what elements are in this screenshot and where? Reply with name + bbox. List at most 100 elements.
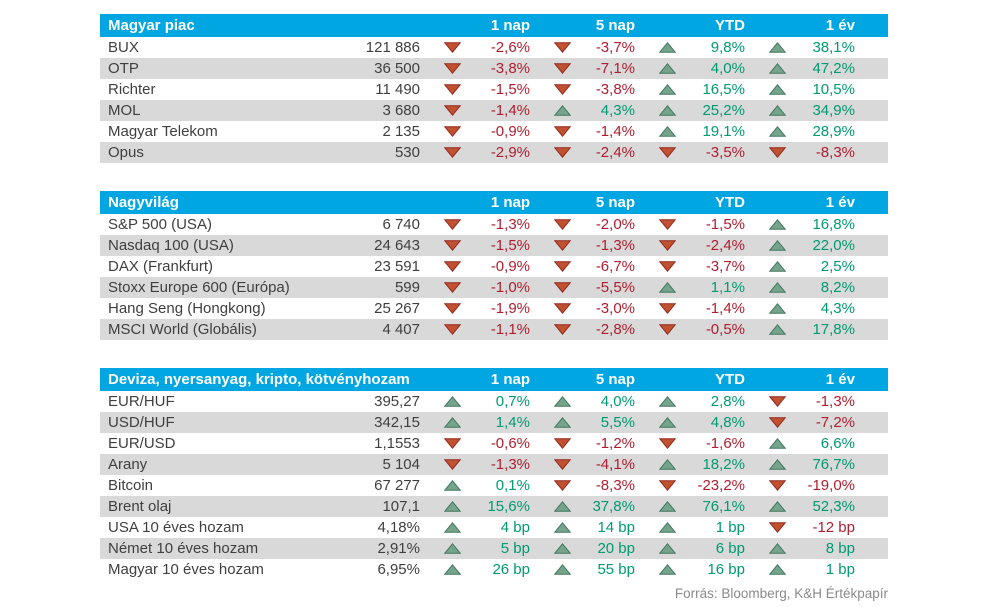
up-triangle-icon	[659, 396, 676, 407]
table-row: USA 10 éves hozam 4,18% 4 bp 14 bp 1 bp -12 b…	[100, 517, 888, 538]
up-triangle-icon	[769, 240, 786, 251]
column-header-1-nap: 1 nap	[490, 194, 530, 211]
change-cell: -23,2%	[635, 475, 745, 496]
column-header-5-nap: 5 nap	[595, 194, 635, 211]
change-cell: -2,0%	[530, 214, 635, 235]
instrument-name: Nasdaq 100 (USA)	[108, 237, 234, 254]
change-value: 38,1%	[812, 39, 855, 56]
up-triangle-icon	[659, 501, 676, 512]
change-cell: 16 bp	[635, 559, 745, 580]
change-value: 47,2%	[812, 60, 855, 77]
change-value: -1,4%	[705, 300, 745, 317]
instrument-value: 3 680	[382, 102, 420, 119]
down-triangle-icon	[659, 438, 676, 449]
instrument-name: USA 10 éves hozam	[108, 519, 244, 536]
up-triangle-icon	[444, 417, 461, 428]
instrument-name: EUR/USD	[108, 435, 176, 452]
instrument-value: 24 643	[374, 237, 420, 254]
section-header: Nagyvilág 1 nap 5 nap YTD 1 év	[100, 191, 888, 214]
change-cell: 5 bp	[420, 538, 530, 559]
change-cell: -0,9%	[420, 256, 530, 277]
instrument-value: 11 490	[375, 81, 420, 98]
change-value: 20 bp	[597, 540, 635, 557]
change-value: -1,5%	[490, 237, 530, 254]
change-value: 5,5%	[600, 414, 635, 431]
change-cell: 6,6%	[745, 433, 855, 454]
change-cell: 26 bp	[420, 559, 530, 580]
down-triangle-icon	[554, 459, 571, 470]
instrument-value: 4,18%	[377, 519, 420, 536]
up-triangle-icon	[769, 303, 786, 314]
market-report: Magyar piac 1 nap 5 nap YTD 1 év BUX 121 886 -2…	[100, 14, 888, 601]
table-row: Opus 530 -2,9% -2,4% -3,5% -8,3%	[100, 142, 888, 163]
down-triangle-icon	[769, 522, 786, 533]
change-cell: -2,9%	[420, 142, 530, 163]
change-value: 1 bp	[825, 561, 855, 578]
change-value: -3,8%	[490, 60, 530, 77]
change-value: -2,8%	[595, 321, 635, 338]
change-cell: -7,1%	[530, 58, 635, 79]
change-value: -1,3%	[595, 237, 635, 254]
change-value: -0,9%	[490, 258, 530, 275]
down-triangle-icon	[554, 84, 571, 95]
change-value: 4,0%	[600, 393, 635, 410]
section-title: Deviza, nyersanyag, kripto, kötvényhozam	[108, 371, 410, 388]
change-cell: 8,2%	[745, 277, 855, 298]
up-triangle-icon	[554, 564, 571, 575]
instrument-value: 107,1	[382, 498, 420, 515]
change-value: -1,1%	[490, 321, 530, 338]
table-row: Richter 11 490 -1,5% -3,8% 16,5% 10,5%	[100, 79, 888, 100]
down-triangle-icon	[659, 147, 676, 158]
change-cell: -2,4%	[530, 142, 635, 163]
change-value: -0,5%	[705, 321, 745, 338]
down-triangle-icon	[554, 303, 571, 314]
table-row: Hang Seng (Hongkong) 25 267 -1,9% -3,0% -1,4…	[100, 298, 888, 319]
up-triangle-icon	[554, 501, 571, 512]
change-cell: -0,6%	[420, 433, 530, 454]
instrument-name: Arany	[108, 456, 148, 473]
down-triangle-icon	[769, 417, 786, 428]
column-header-5-nap: 5 nap	[595, 371, 635, 388]
change-value: -4,1%	[595, 456, 635, 473]
change-value: 76,7%	[812, 456, 855, 473]
change-cell: 4,0%	[530, 391, 635, 412]
change-value: -7,2%	[815, 414, 855, 431]
change-cell: 1 bp	[745, 559, 855, 580]
change-cell: 28,9%	[745, 121, 855, 142]
change-cell: -1,0%	[420, 277, 530, 298]
change-cell: -8,3%	[530, 475, 635, 496]
instrument-value: 23 591	[374, 258, 420, 275]
change-value: -0,9%	[490, 123, 530, 140]
change-value: -2,6%	[490, 39, 530, 56]
instrument-name: Magyar Telekom	[108, 123, 218, 140]
change-value: 5 bp	[500, 540, 530, 557]
down-triangle-icon	[444, 303, 461, 314]
change-cell: -1,3%	[420, 214, 530, 235]
change-value: 14 bp	[597, 519, 635, 536]
change-cell: -5,5%	[530, 277, 635, 298]
up-triangle-icon	[769, 84, 786, 95]
table-row: MOL 3 680 -1,4% 4,3% 25,2% 34,9%	[100, 100, 888, 121]
change-value: 8 bp	[825, 540, 855, 557]
change-value: 16 bp	[707, 561, 745, 578]
down-triangle-icon	[659, 240, 676, 251]
change-value: 28,9%	[812, 123, 855, 140]
up-triangle-icon	[659, 522, 676, 533]
table-row: EUR/USD 1,1553 -0,6% -1,2% -1,6% 6,6%	[100, 433, 888, 454]
change-cell: 37,8%	[530, 496, 635, 517]
section-2: Nagyvilág 1 nap 5 nap YTD 1 év S&P 500 (USA) 6…	[100, 191, 888, 340]
up-triangle-icon	[554, 105, 571, 116]
down-triangle-icon	[554, 42, 571, 53]
change-cell: 8 bp	[745, 538, 855, 559]
change-cell: 22,0%	[745, 235, 855, 256]
change-cell: 14 bp	[530, 517, 635, 538]
instrument-name: USD/HUF	[108, 414, 175, 431]
change-value: -2,9%	[490, 144, 530, 161]
instrument-name: Bitcoin	[108, 477, 154, 494]
instrument-value: 2,91%	[377, 540, 420, 557]
down-triangle-icon	[554, 147, 571, 158]
change-cell: 17,8%	[745, 319, 855, 340]
change-value: 6,6%	[820, 435, 855, 452]
change-cell: -0,5%	[635, 319, 745, 340]
change-value: 0,1%	[495, 477, 530, 494]
